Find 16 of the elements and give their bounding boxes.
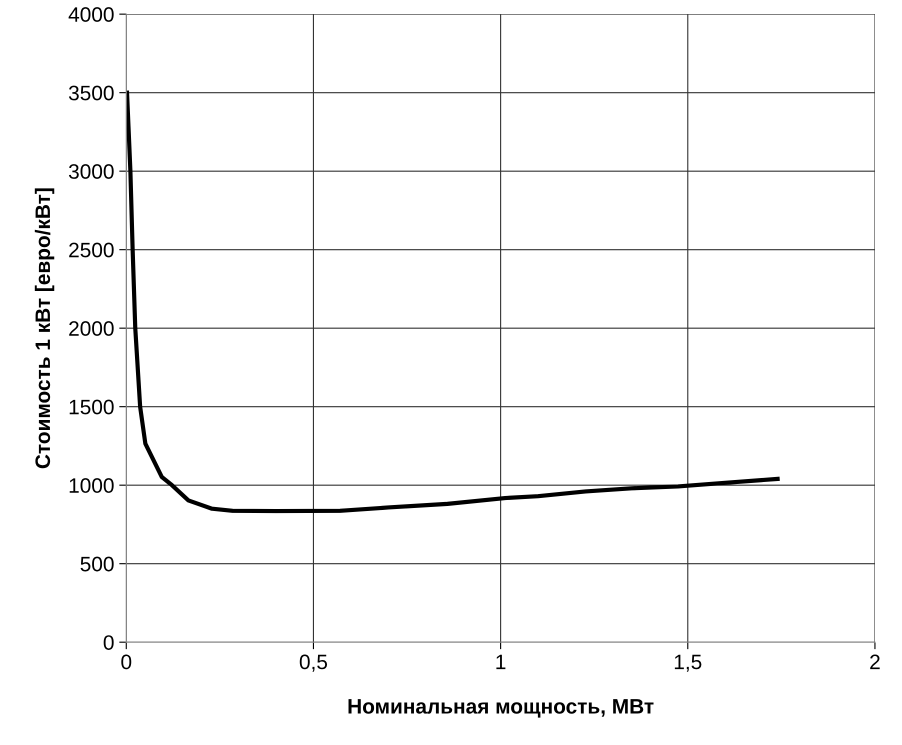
x-axis-title: Номинальная мощность, МВт [348, 699, 654, 718]
x-tick-label: 1 [496, 654, 506, 670]
y-tick-label: 3500 [68, 86, 114, 100]
y-tick-label: 1000 [70, 478, 114, 493]
y-tick-label: 0 [104, 635, 114, 650]
y-tick-label: 2000 [69, 321, 114, 336]
x-tick-label: 0 [121, 654, 132, 670]
x-tick-label: 0,5 [300, 654, 328, 672]
x-tick-label: 2 [870, 654, 880, 670]
y-tick-label: 1500 [70, 400, 114, 414]
y-axis-title: Стоимость 1 кВт [евро/кВт] [34, 188, 54, 468]
x-tick-label: 1,5 [674, 654, 702, 672]
y-tick-label: 2500 [69, 242, 114, 258]
y-tick-label: 4000 [68, 7, 114, 22]
y-tick-label: 500 [80, 556, 114, 572]
y-tick-label: 3000 [68, 164, 114, 179]
